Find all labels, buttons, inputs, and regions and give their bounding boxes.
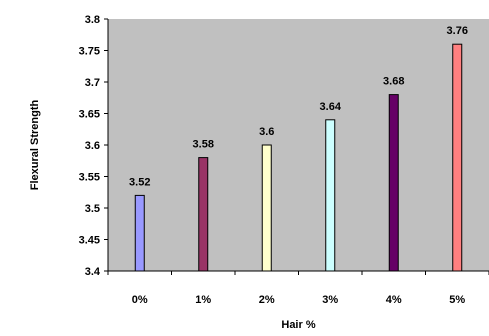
bar-1pct bbox=[198, 157, 209, 272]
y-axis-title: Flexural Strength bbox=[29, 99, 41, 190]
bar-0pct bbox=[134, 194, 145, 272]
x-tick-label: 2% bbox=[259, 294, 275, 306]
data-label: 3.76 bbox=[447, 25, 468, 37]
y-tick-label: 3.6 bbox=[85, 140, 100, 152]
y-tick-label: 3.4 bbox=[85, 266, 101, 278]
plot-area bbox=[108, 19, 489, 271]
y-tick-label: 3.8 bbox=[85, 14, 100, 26]
x-axis-title: Hair % bbox=[281, 319, 315, 331]
x-tick-label: 0% bbox=[132, 294, 148, 306]
y-tick-label: 3.75 bbox=[79, 46, 100, 58]
y-tick-label: 3.65 bbox=[79, 109, 100, 121]
x-tick-label: 5% bbox=[449, 294, 465, 306]
data-label: 3.64 bbox=[320, 101, 342, 113]
bar-4pct bbox=[388, 94, 399, 272]
y-tick-label: 3.5 bbox=[85, 203, 100, 215]
x-axis: 0% 1% 2% 3% 4% 5% bbox=[107, 271, 489, 306]
y-tick-label: 3.7 bbox=[85, 77, 100, 89]
y-tick-label: 3.55 bbox=[79, 172, 100, 184]
data-label: 3.52 bbox=[129, 176, 150, 188]
x-tick-label: 3% bbox=[322, 294, 338, 306]
bar-2pct bbox=[261, 144, 272, 272]
y-axis: 3.4 3.45 3.5 3.55 3.6 3.65 3.7 3.75 3.8 bbox=[79, 14, 108, 278]
x-tick-label: 4% bbox=[386, 294, 402, 306]
data-label: 3.6 bbox=[259, 126, 274, 138]
data-label: 3.68 bbox=[383, 76, 404, 88]
data-label: 3.58 bbox=[193, 139, 214, 151]
y-tick-label: 3.45 bbox=[79, 235, 100, 247]
bar-5pct bbox=[452, 43, 463, 272]
bar-3pct bbox=[325, 119, 336, 272]
x-tick-label: 1% bbox=[195, 294, 211, 306]
